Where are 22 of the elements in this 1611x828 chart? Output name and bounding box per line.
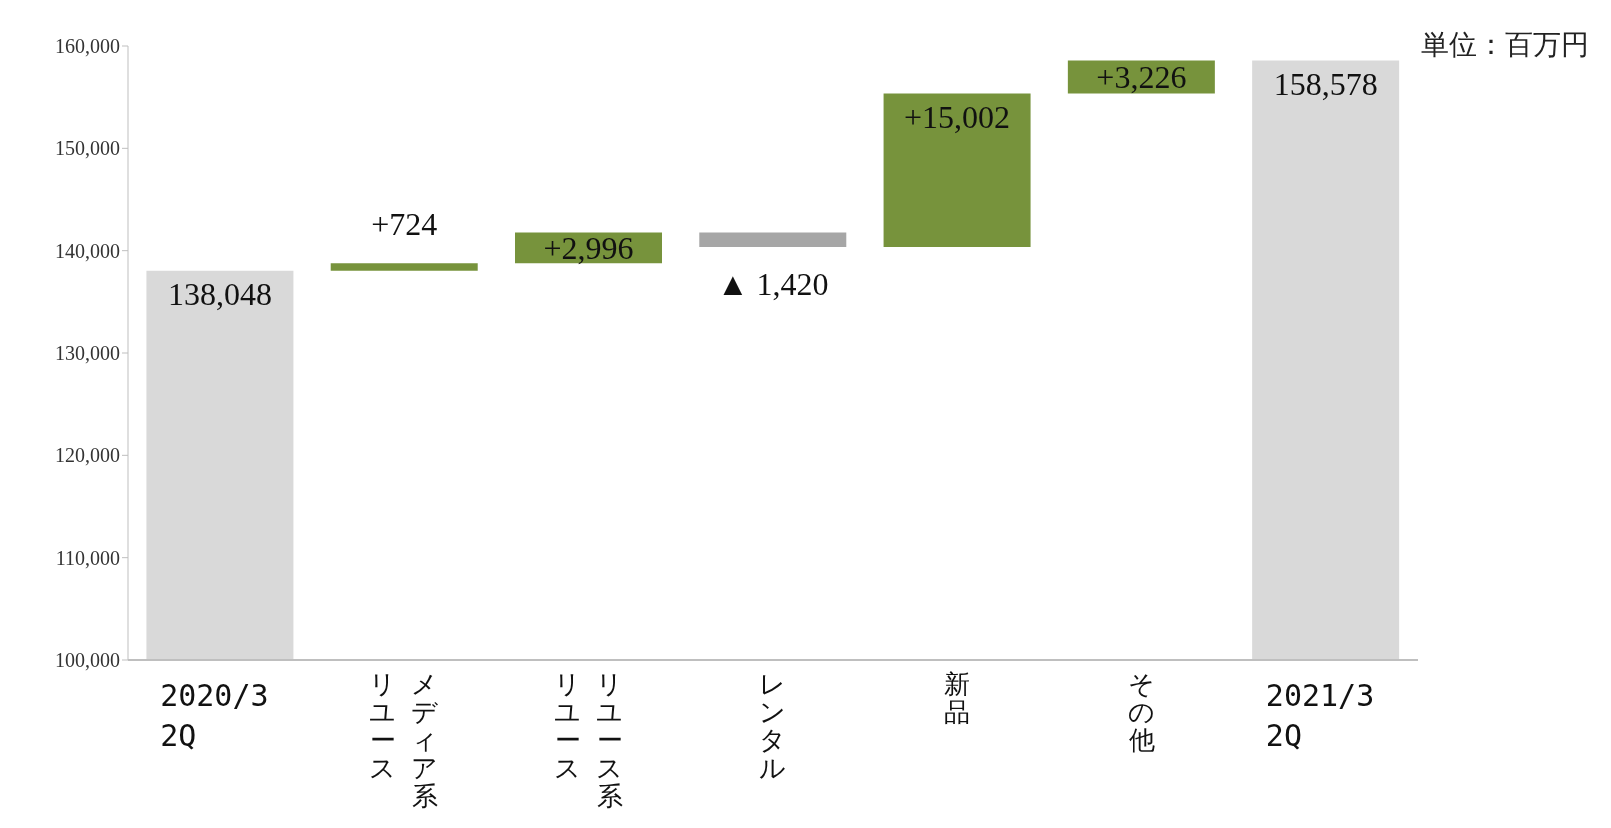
data-label: 158,578 (1273, 65, 1378, 102)
y-tick-label: 100,000 (55, 649, 120, 672)
y-tick-label: 150,000 (55, 137, 120, 160)
data-label: +2,996 (543, 229, 634, 266)
y-tick-label: 140,000 (55, 239, 120, 262)
y-tick-label: 120,000 (55, 444, 120, 467)
x-tick-label: 2021/3 2Q (1265, 678, 1375, 753)
text: 単位：百万円 (1421, 27, 1589, 63)
data-label: +15,002 (904, 98, 1011, 135)
x-tick-label: 2020/3 2Q (160, 678, 269, 753)
data-label: ▲ 1,420 (716, 266, 829, 303)
category-label: リユース系リユース (553, 669, 623, 811)
data-label: +3,226 (1096, 59, 1187, 96)
data-label: 138,048 (167, 275, 272, 312)
x-tick-label: レンタル (759, 669, 786, 785)
x-tick-label: 新品 (944, 669, 971, 729)
data-label: +724 (371, 206, 438, 243)
category-label: メディア系リユース (369, 669, 439, 811)
y-tick-label: 160,000 (55, 35, 120, 58)
y-tick-label: 110,000 (55, 546, 120, 569)
x-tick-label: その他 (1127, 669, 1155, 757)
y-tick-label: 130,000 (55, 342, 120, 365)
